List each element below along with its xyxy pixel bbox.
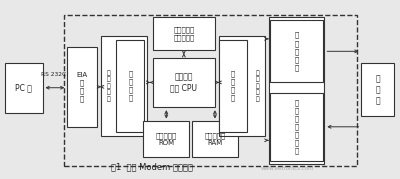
Bar bbox=[268, 17, 324, 164]
Bar bbox=[362, 63, 394, 116]
Bar bbox=[64, 15, 358, 166]
Bar bbox=[143, 122, 189, 157]
Bar bbox=[101, 36, 147, 136]
Bar bbox=[219, 40, 247, 132]
Bar bbox=[153, 57, 215, 107]
Text: 电
话
网: 电 话 网 bbox=[376, 74, 380, 105]
Bar bbox=[153, 17, 215, 50]
Text: RS 232C: RS 232C bbox=[40, 72, 66, 77]
Text: 调
制
与
解
调: 调 制 与 解 调 bbox=[294, 32, 298, 71]
Text: 中央处理
单元 CPU: 中央处理 单元 CPU bbox=[170, 72, 197, 92]
Bar bbox=[116, 40, 144, 132]
Bar bbox=[270, 93, 323, 161]
Bar bbox=[219, 36, 265, 136]
Text: 图1  智能 Modem 构成框图: 图1 智能 Modem 构成框图 bbox=[111, 162, 193, 171]
Text: 通
信
适
配
器: 通 信 适 配 器 bbox=[256, 70, 259, 102]
Text: 自
动
拨
号
与
应
答: 自 动 拨 号 与 应 答 bbox=[294, 99, 298, 154]
Text: 通
信
适
配
器: 通 信 适 配 器 bbox=[107, 70, 110, 102]
Text: 串
并
转
换: 串 并 转 换 bbox=[231, 71, 235, 101]
Text: PC 机: PC 机 bbox=[15, 83, 32, 92]
Bar bbox=[5, 63, 42, 113]
Text: 定时器及外
围驱动电路: 定时器及外 围驱动电路 bbox=[173, 26, 194, 41]
Text: 数据存储器
RAM: 数据存储器 RAM bbox=[204, 132, 226, 146]
Text: 串
并
转
换: 串 并 转 换 bbox=[128, 71, 132, 101]
Bar bbox=[270, 20, 323, 82]
Bar bbox=[192, 122, 238, 157]
Bar bbox=[67, 47, 97, 127]
Text: 程序存储器
ROM: 程序存储器 ROM bbox=[156, 132, 177, 146]
Text: www.eetronics.com: www.eetronics.com bbox=[261, 166, 314, 171]
Text: EIA
驱
动
器: EIA 驱 动 器 bbox=[77, 72, 88, 102]
